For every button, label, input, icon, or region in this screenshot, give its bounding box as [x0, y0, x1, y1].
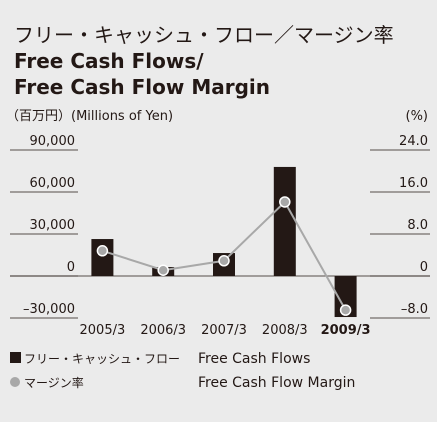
- chart-title-en: Free Cash Flows/: [14, 49, 204, 73]
- y-tick-label: 30,000: [30, 218, 76, 233]
- y2-tick-label: 24.0: [399, 134, 428, 149]
- legend-label: フリー・キャッシュ・フロー: [24, 352, 180, 366]
- chart-title-en: Free Cash Flow Margin: [14, 75, 270, 99]
- bar: [273, 166, 296, 276]
- bar: [334, 276, 357, 318]
- legend-label: Free Cash Flows: [198, 351, 310, 367]
- marker: [96, 245, 109, 257]
- x-tick-label: 2007/3: [201, 323, 247, 338]
- y-tick-label: 0: [67, 260, 75, 275]
- y-tick-label: –30,000: [23, 302, 75, 317]
- chart-title: フリー・キャッシュ・フロー／マージン率: [14, 23, 394, 47]
- legend-swatch: [10, 352, 21, 363]
- x-tick-label: 2006/3: [140, 323, 186, 338]
- marker: [279, 196, 291, 208]
- y-tick-label: 60,000: [30, 176, 76, 191]
- y-axis-label: （百万円）(Millions of Yen): [6, 109, 173, 124]
- marker: [218, 255, 230, 267]
- y2-tick-label: 16.0: [399, 176, 428, 191]
- marker: [339, 304, 352, 316]
- y2-tick-label: 8.0: [407, 218, 428, 233]
- marker: [157, 264, 169, 276]
- legend-label: Free Cash Flow Margin: [198, 375, 355, 391]
- x-tick-label: 2008/3: [262, 323, 308, 338]
- y-tick-label: 90,000: [30, 134, 76, 149]
- legend-label: マージン率: [24, 375, 84, 390]
- y2-axis-label: (%): [406, 109, 429, 124]
- bar: [91, 239, 114, 276]
- x-tick-label: 2009/3: [321, 323, 371, 338]
- legend-swatch: [10, 377, 20, 387]
- y2-tick-label: 0: [420, 260, 428, 275]
- x-tick-label: 2005/3: [80, 323, 126, 338]
- y2-tick-label: –8.0: [401, 302, 428, 317]
